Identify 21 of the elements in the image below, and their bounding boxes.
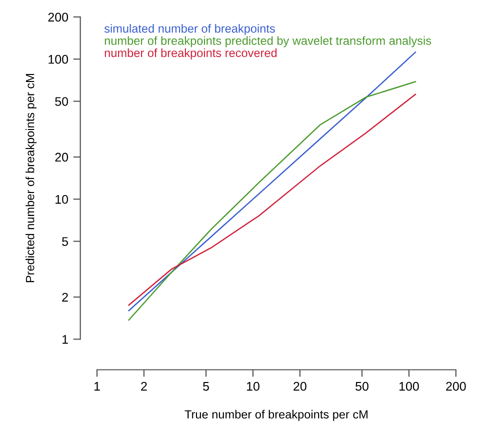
x-tick-label: 2 [141, 382, 147, 391]
y-tick-label: 50 [55, 97, 68, 106]
y-tick-label: 200 [48, 12, 68, 22]
text: simulated number of breakpoints [104, 24, 275, 36]
y-tick-label: 1 [62, 335, 68, 344]
y-tick-label: 100 [48, 54, 68, 64]
x-tick-label: 20 [294, 382, 306, 391]
x-tick-label: 1 [94, 382, 100, 391]
text: number of breakpoints predicted by wavelet transform analysis [104, 36, 432, 48]
y-tick-label: 20 [55, 152, 68, 162]
y-tick-label: 2 [62, 292, 68, 302]
x-tick-label: 10 [246, 382, 260, 391]
y-tick-label: 10 [56, 194, 68, 204]
x-axis-title: True number of breakpoints per cM [184, 410, 368, 421]
y-tick-label: 5 [62, 237, 68, 246]
x-tick-label: 100 [399, 382, 419, 391]
text: number of breakpoints recovered [104, 48, 277, 60]
y-axis-title: Predicted number of breakpoints per cM [26, 74, 37, 282]
x-tick-label: 5 [203, 382, 209, 391]
x-tick-label: 200 [446, 382, 466, 391]
x-tick-label: 50 [356, 382, 368, 391]
